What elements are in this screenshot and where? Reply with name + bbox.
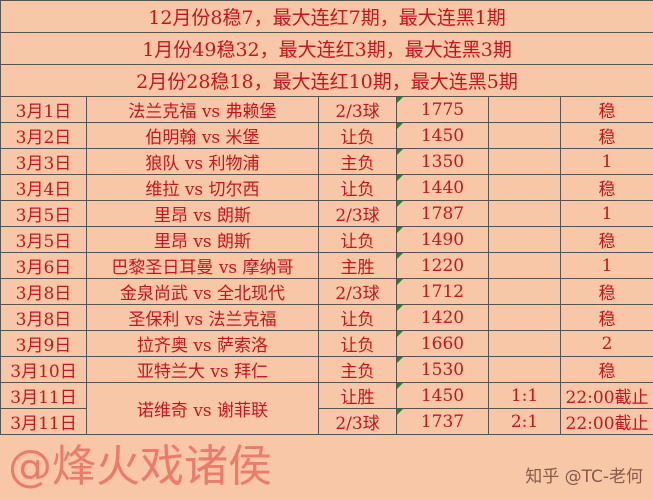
table-row: 3月8日 圣保利 vs 法兰克福 让负 1420 稳 — [0, 304, 653, 331]
cell-score — [488, 122, 561, 149]
cell-odds: 1490 — [396, 226, 489, 253]
cell-score — [488, 148, 561, 175]
cell-score — [488, 330, 561, 357]
cell-date: 3月6日 — [0, 252, 87, 279]
table-row: 3月4日 维拉 vs 切尔西 让负 1440 稳 — [0, 174, 653, 201]
cell-score — [488, 174, 561, 201]
cell-match: 亚特兰大 vs 拜仁 — [86, 356, 319, 383]
cell-match: 里昂 vs 朗斯 — [86, 226, 319, 253]
cell-pick: 让胜 — [318, 382, 397, 409]
cell-match: 诺维奇 vs 谢菲联 — [86, 382, 319, 435]
cell-match: 拉齐奥 vs 萨索洛 — [86, 330, 319, 357]
cell-pick: 2/3球 — [318, 408, 397, 435]
cell-pick: 2/3球 — [318, 200, 397, 227]
table-row: 3月3日 狼队 vs 利物浦 主负 1350 1 — [0, 148, 653, 175]
cell-date: 3月2日 — [0, 122, 87, 149]
cell-pick: 主负 — [318, 148, 397, 175]
table-row: 3月5日 里昂 vs 朗斯 让负 1490 稳 — [0, 226, 653, 253]
summary-december: 12月份8稳7，最大连红7期，最大连黑1期 — [0, 0, 653, 33]
cell-match: 金泉尚武 vs 全北现代 — [86, 278, 319, 305]
cell-pick: 2/3球 — [318, 96, 397, 123]
table-row: 3月9日 拉齐奥 vs 萨索洛 让负 1660 2 — [0, 330, 653, 357]
cell-score: 2:1 — [488, 408, 561, 435]
table-row: 3月2日 伯明翰 vs 米堡 让负 1450 稳 — [0, 122, 653, 149]
cell-date: 3月8日 — [0, 278, 87, 305]
zhihu-watermark: 知乎 @TC-老何 — [525, 467, 643, 487]
table-row: 3月8日 金泉尚武 vs 全北现代 2/3球 1712 稳 — [0, 278, 653, 305]
cell-odds: 1450 — [396, 382, 489, 409]
cell-score — [488, 226, 561, 253]
cell-result: 22:00截止 — [559, 382, 653, 409]
cell-result: 1 — [559, 252, 653, 279]
watermark-strip: @烽火戏诸侯 知乎 @TC-老何 — [0, 436, 653, 500]
cell-pick: 让负 — [318, 122, 397, 149]
cell-date: 3月11日 — [0, 408, 87, 435]
cell-match: 圣保利 vs 法兰克福 — [86, 304, 319, 331]
cell-score — [488, 304, 561, 331]
cell-odds: 1787 — [396, 200, 489, 227]
cell-date: 3月5日 — [0, 226, 87, 253]
cell-match: 里昂 vs 朗斯 — [86, 200, 319, 227]
results-table: 12月份8稳7，最大连红7期，最大连黑1期 1月份49稳32，最大连红3期，最大… — [0, 0, 653, 435]
cell-date: 3月9日 — [0, 330, 87, 357]
cell-date: 3月1日 — [0, 96, 87, 123]
cell-score — [488, 96, 561, 123]
cell-odds: 1440 — [396, 174, 489, 201]
cell-odds: 1530 — [396, 356, 489, 383]
cell-pick: 让负 — [318, 174, 397, 201]
cell-pick: 主胜 — [318, 252, 397, 279]
cell-result: 稳 — [559, 278, 653, 305]
table-row: 3月10日 亚特兰大 vs 拜仁 主负 1530 稳 — [0, 356, 653, 383]
cell-match: 狼队 vs 利物浦 — [86, 148, 319, 175]
cell-match: 伯明翰 vs 米堡 — [86, 122, 319, 149]
cell-odds: 1775 — [396, 96, 489, 123]
cell-date: 3月11日 — [0, 382, 87, 409]
watermark: @烽火戏诸侯 — [8, 441, 272, 492]
cell-date: 3月8日 — [0, 304, 87, 331]
cell-pick: 2/3球 — [318, 278, 397, 305]
cell-date: 3月4日 — [0, 174, 87, 201]
cell-score: 1:1 — [488, 382, 561, 409]
cell-match: 巴黎圣日耳曼 vs 摩纳哥 — [86, 252, 319, 279]
cell-odds: 1420 — [396, 304, 489, 331]
cell-result: 稳 — [559, 356, 653, 383]
cell-odds: 1737 — [396, 408, 489, 435]
cell-match: 维拉 vs 切尔西 — [86, 174, 319, 201]
cell-result: 22:00截止 — [559, 408, 653, 435]
table-row: 3月11日 诺维奇 vs 谢菲联 让胜 1450 1:1 22:00截止 — [0, 382, 653, 435]
table-row: 3月5日 里昂 vs 朗斯 2/3球 1787 1 — [0, 200, 653, 227]
table-row: 3月1日 法兰克福 vs 弗赖堡 2/3球 1775 稳 — [0, 96, 653, 123]
cell-odds: 1450 — [396, 122, 489, 149]
cell-score — [488, 356, 561, 383]
summary-january: 1月份49稳32，最大连红3期，最大连黑3期 — [0, 32, 653, 65]
cell-pick: 让负 — [318, 226, 397, 253]
cell-pick: 让负 — [318, 330, 397, 357]
cell-pick: 主负 — [318, 356, 397, 383]
cell-date: 3月10日 — [0, 356, 87, 383]
cell-odds: 1350 — [396, 148, 489, 175]
cell-date: 3月5日 — [0, 200, 87, 227]
cell-match: 法兰克福 vs 弗赖堡 — [86, 96, 319, 123]
cell-result: 稳 — [559, 96, 653, 123]
cell-pick: 让负 — [318, 304, 397, 331]
cell-score — [488, 200, 561, 227]
cell-date: 3月3日 — [0, 148, 87, 175]
cell-result: 稳 — [559, 226, 653, 253]
cell-odds: 1660 — [396, 330, 489, 357]
cell-result: 稳 — [559, 174, 653, 201]
cell-odds: 1712 — [396, 278, 489, 305]
table-row: 3月11日 2/3球 1737 2:1 22:00截止 — [0, 408, 653, 435]
cell-result: 稳 — [559, 122, 653, 149]
cell-odds: 1220 — [396, 252, 489, 279]
cell-score — [488, 252, 561, 279]
cell-result: 2 — [559, 330, 653, 357]
cell-result: 1 — [559, 148, 653, 175]
summary-february: 2月份28稳18，最大连红10期，最大连黑5期 — [0, 64, 653, 97]
cell-result: 稳 — [559, 304, 653, 331]
cell-score — [488, 278, 561, 305]
table-row: 3月6日 巴黎圣日耳曼 vs 摩纳哥 主胜 1220 1 — [0, 252, 653, 279]
cell-result: 1 — [559, 200, 653, 227]
